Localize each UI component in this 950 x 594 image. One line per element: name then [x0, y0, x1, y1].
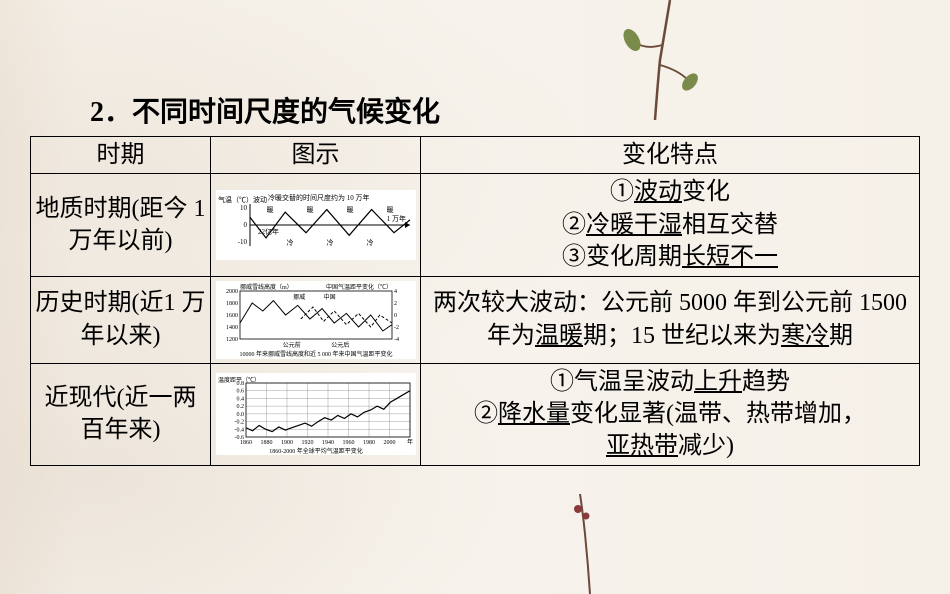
text: 趋势	[742, 369, 790, 395]
svg-text:0.6: 0.6	[236, 389, 244, 395]
svg-text:暖: 暖	[346, 206, 353, 214]
svg-text:-4: -4	[394, 337, 399, 343]
slide-content: 2．不同时间尺度的气候变化 时期 图示 变化特点 地质时期(距今 1 万年以前)…	[0, 0, 950, 486]
svg-text:0.2: 0.2	[236, 404, 244, 410]
svg-text:1880: 1880	[260, 440, 272, 446]
svg-text:-2: -2	[394, 325, 399, 331]
svg-text:-0.4: -0.4	[234, 427, 244, 433]
svg-text:1900: 1900	[281, 440, 293, 446]
period-cell: 地质时期(距今 1 万年以前)	[31, 174, 211, 276]
svg-text:气温（℃）波动: 气温（℃）波动	[218, 195, 267, 204]
diagram-cell: 2000 1800 1600 1400 1200 4 2 0 -2 -4 挪威雪线高度（m） 中国气温…	[211, 276, 421, 363]
svg-text:中国: 中国	[323, 293, 335, 301]
header-diagram: 图示	[211, 137, 421, 174]
svg-text:1200: 1200	[226, 337, 238, 343]
text: ①气温呈波动	[550, 369, 694, 395]
table-header-row: 时期 图示 变化特点	[31, 137, 920, 174]
svg-text:公元后: 公元后	[331, 341, 349, 349]
svg-text:0.0: 0.0	[236, 412, 244, 418]
svg-text:2: 2	[394, 301, 397, 307]
chart-geologic: 100-10气温（℃）波动冷暖交替的时间尺度约为 10 万年22亿年1 万年暖暖…	[216, 190, 416, 260]
svg-text:1400: 1400	[226, 325, 238, 331]
table-row: 近现代(近一两百年来) 0.80.60.40.20.0-0.2-0.4-0.61…	[31, 363, 920, 465]
svg-text:挪威雪线高度（m）: 挪威雪线高度（m）	[240, 283, 293, 291]
svg-text:暖: 暖	[306, 206, 313, 214]
chart-modern: 0.80.60.40.20.0-0.2-0.4-0.61860188019001…	[216, 373, 416, 455]
svg-text:公元前: 公元前	[282, 341, 300, 349]
feature-line: ②冷暖干湿相互交替	[425, 209, 915, 241]
text: ③变化周期	[562, 244, 682, 270]
period-cell: 历史时期(近1 万年以来)	[31, 276, 211, 363]
svg-text:-0.2: -0.2	[234, 420, 244, 426]
svg-text:2000: 2000	[383, 440, 395, 446]
svg-text:4: 4	[394, 289, 397, 295]
svg-text:暖: 暖	[266, 206, 273, 214]
feature-cell: ①气温呈波动上升趋势 ②降水量变化显著(温带、热带增加， 亚热带减少)	[421, 363, 920, 465]
svg-text:冷: 冷	[366, 238, 373, 247]
text: 相互交替	[682, 212, 778, 238]
svg-text:0.4: 0.4	[236, 397, 244, 403]
feature-line: ①波动变化	[425, 176, 915, 208]
svg-text:2000: 2000	[226, 289, 238, 295]
svg-text:冷: 冷	[326, 238, 333, 247]
svg-text:1860: 1860	[240, 440, 252, 446]
svg-text:1980: 1980	[363, 440, 375, 446]
text: ①	[610, 179, 634, 205]
svg-text:-10: -10	[237, 238, 247, 246]
underline-text: 冷暖干湿	[586, 212, 682, 238]
svg-text:冷: 冷	[286, 238, 293, 247]
header-period: 时期	[31, 137, 211, 174]
svg-text:1940: 1940	[322, 440, 334, 446]
svg-text:0: 0	[243, 221, 247, 229]
svg-text:暖: 暖	[386, 206, 393, 214]
underline-text: 长短不一	[682, 244, 778, 270]
svg-text:10: 10	[240, 204, 248, 212]
table-row: 历史时期(近1 万年以来) 2000 1800 1600 1400 1200 4 2 0 -2 -…	[31, 276, 920, 363]
text: ②	[562, 212, 586, 238]
underline-text: 波动	[634, 179, 682, 205]
underline-text: 上升	[694, 369, 742, 395]
diagram-cell: 100-10气温（℃）波动冷暖交替的时间尺度约为 10 万年22亿年1 万年暖暖…	[211, 174, 421, 276]
svg-text:1960: 1960	[342, 440, 354, 446]
header-feature: 变化特点	[421, 137, 920, 174]
feature-line: ②降水量变化显著(温带、热带增加， 亚热带减少)	[425, 398, 915, 463]
svg-text:年: 年	[406, 438, 412, 446]
feature-line: ①气温呈波动上升趋势	[425, 366, 915, 398]
svg-text:22亿年: 22亿年	[258, 227, 279, 236]
table-row: 地质时期(距今 1 万年以前) 10 0 -10 气温（℃）波动冷暖交替的时间尺度约为…	[31, 174, 920, 276]
svg-text:冷暖交替的时间尺度约为 10 万年: 冷暖交替的时间尺度约为 10 万年	[268, 193, 370, 202]
svg-text:温度距平（℃）: 温度距平（℃）	[218, 376, 260, 384]
feature-cell: ①波动变化 ②冷暖干湿相互交替 ③变化周期长短不一	[421, 174, 920, 276]
diagram-cell: 0.80.60.40.20.0-0.2-0.4-0.61860188019001…	[211, 363, 421, 465]
text: 变化	[682, 179, 730, 205]
svg-text:1 万年: 1 万年	[386, 214, 405, 223]
svg-text:1920: 1920	[301, 440, 313, 446]
svg-text:1800: 1800	[226, 301, 238, 307]
underline-text: 亚热带	[606, 433, 678, 459]
period-cell: 近现代(近一两百年来)	[31, 363, 211, 465]
text: ②	[474, 401, 498, 427]
underline-text: 降水量	[498, 401, 570, 427]
feature-cell: 两次较大波动：公元前 5000 年到公元前 1500 年为温暖期；15 世纪以来…	[421, 276, 920, 363]
text: 减少)	[678, 433, 734, 459]
svg-text:挪威: 挪威	[293, 293, 305, 301]
svg-text:1600: 1600	[226, 313, 238, 319]
svg-text:1860-2000 年全球平均气温距平变化: 1860-2000 年全球平均气温距平变化	[269, 447, 363, 455]
climate-table: 时期 图示 变化特点 地质时期(距今 1 万年以前) 10 0 -10 气温（℃）波动…	[30, 136, 920, 466]
svg-text:中国气温距平变化（℃）: 中国气温距平变化（℃）	[325, 283, 391, 291]
svg-text:0: 0	[394, 313, 397, 319]
feature-line: ③变化周期长短不一	[425, 241, 915, 273]
svg-text:10000 年来挪威雪线高度和近 5 000 年来中国气温距: 10000 年来挪威雪线高度和近 5 000 年来中国气温距平变化	[239, 350, 392, 358]
chart-historical: 2000 1800 1600 1400 1200 4 2 0 -2 -4 挪威雪线高度（m） 中国气温…	[216, 281, 416, 359]
section-title: 2．不同时间尺度的气候变化	[90, 90, 920, 130]
text: 变化显著(温带、热带增加，	[570, 401, 866, 427]
